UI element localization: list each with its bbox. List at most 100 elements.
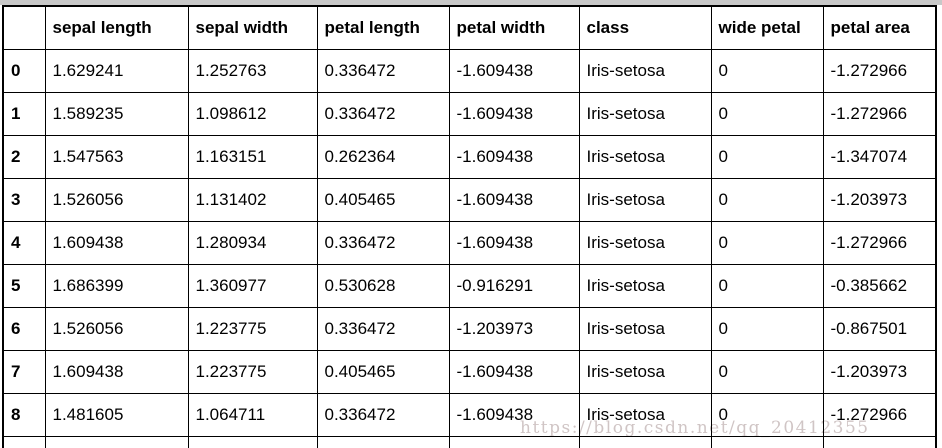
header-row: sepal length sepal width petal length petal… [2,5,937,50]
column-header: sepal length [44,5,189,50]
table-cell: 1.547563 [44,134,189,179]
table-cell: Iris-setosa [578,263,712,308]
row-index-cell: 0 [2,48,46,93]
table-cell: 0.336472 [316,306,450,351]
column-header: wide petal [710,5,824,50]
table-cell: -1.203973 [822,177,937,222]
table-row-partial [2,435,937,448]
table-cell: 1.526056 [44,177,189,222]
table-cell: -0.867501 [822,306,937,351]
table-cell: -1.609438 [448,220,580,265]
table-cell: 0 [710,306,824,351]
dataframe-table: sepal length sepal width petal length petal… [2,5,937,448]
table-row: 1 1.589235 1.098612 0.336472 -1.609438 Iris-s… [2,91,937,136]
table-cell: 1.252763 [187,48,318,93]
table-cell: 1.526056 [44,306,189,351]
table-cell: 1.629241 [44,48,189,93]
row-index-cell: 4 [2,220,46,265]
row-index-cell: 5 [2,263,46,308]
table-cell: 0.405465 [316,349,450,394]
table-row: 0 1.629241 1.252763 0.336472 -1.609438 Iris-s… [2,48,937,93]
table-cell: 0.405465 [316,177,450,222]
table-cell: -1.609438 [448,349,580,394]
table-cell: -1.203973 [448,306,580,351]
table-body: 0 1.629241 1.252763 0.336472 -1.609438 Iris-s… [2,48,937,448]
table-cell: Iris-setosa [578,91,712,136]
table-cell: -1.609438 [448,91,580,136]
table-cell: Iris-setosa [578,48,712,93]
table-cell: 0.336472 [316,48,450,93]
table-cell: -1.272966 [822,48,937,93]
table-row: 8 1.481605 1.064711 0.336472 -1.609438 Iris-s… [2,392,937,437]
table-cell: 0.336472 [316,220,450,265]
table-cell: -1.609438 [448,392,580,437]
table-cell [187,435,318,448]
column-header: petal width [448,5,580,50]
table-cell: 0 [710,220,824,265]
column-header: sepal width [187,5,318,50]
table-cell: 0 [710,349,824,394]
table-cell: -1.203973 [822,349,937,394]
row-index-cell [2,435,46,448]
table-row: 4 1.609438 1.280934 0.336472 -1.609438 Iris-s… [2,220,937,265]
table-cell: 1.223775 [187,306,318,351]
table-row: 2 1.547563 1.163151 0.262364 -1.609438 Iris-s… [2,134,937,179]
table-cell [578,435,712,448]
row-index-cell: 3 [2,177,46,222]
row-index-cell: 6 [2,306,46,351]
table-cell [822,435,937,448]
table-cell: 0.336472 [316,392,450,437]
table-cell: 1.609438 [44,349,189,394]
table-cell: -1.272966 [822,392,937,437]
table-cell: 1.163151 [187,134,318,179]
table-cell: -0.385662 [822,263,937,308]
table-row: 7 1.609438 1.223775 0.405465 -1.609438 Iris-s… [2,349,937,394]
column-header: petal length [316,5,450,50]
table-cell: 1.481605 [44,392,189,437]
table-row: 3 1.526056 1.131402 0.405465 -1.609438 Iris-s… [2,177,937,222]
table-cell: 1.098612 [187,91,318,136]
table-cell: Iris-setosa [578,134,712,179]
table-cell: Iris-setosa [578,177,712,222]
table-cell: 0 [710,91,824,136]
column-header: class [578,5,712,50]
dataframe-container: https://blog.csdn.net/qq_20412355 sepal … [2,5,942,448]
table-cell [316,435,450,448]
table-cell [448,435,580,448]
table-cell: 0 [710,392,824,437]
table-cell: -1.609438 [448,177,580,222]
table-header: sepal length sepal width petal length petal… [2,5,937,50]
table-cell: Iris-setosa [578,392,712,437]
table-row: 5 1.686399 1.360977 0.530628 -0.916291 Iris-s… [2,263,937,308]
table-row: 6 1.526056 1.223775 0.336472 -1.203973 Iris-s… [2,306,937,351]
index-column-header [2,5,46,50]
table-cell: 1.589235 [44,91,189,136]
table-cell: -0.916291 [448,263,580,308]
table-cell [710,435,824,448]
table-cell: 1.609438 [44,220,189,265]
table-cell: 0 [710,263,824,308]
table-cell: 1.131402 [187,177,318,222]
table-cell: -1.272966 [822,220,937,265]
table-cell: 1.686399 [44,263,189,308]
table-cell: Iris-setosa [578,306,712,351]
table-cell [44,435,189,448]
row-index-cell: 7 [2,349,46,394]
row-index-cell: 8 [2,392,46,437]
table-cell: -1.347074 [822,134,937,179]
table-cell: 0 [710,48,824,93]
table-cell: 1.360977 [187,263,318,308]
table-cell: Iris-setosa [578,220,712,265]
table-cell: -1.609438 [448,48,580,93]
table-cell: Iris-setosa [578,349,712,394]
table-cell: 0.262364 [316,134,450,179]
table-cell: 1.223775 [187,349,318,394]
table-cell: 1.064711 [187,392,318,437]
row-index-cell: 1 [2,91,46,136]
row-index-cell: 2 [2,134,46,179]
table-cell: 1.280934 [187,220,318,265]
table-cell: -1.272966 [822,91,937,136]
table-cell: -1.609438 [448,134,580,179]
table-cell: 0 [710,134,824,179]
column-header: petal area [822,5,937,50]
